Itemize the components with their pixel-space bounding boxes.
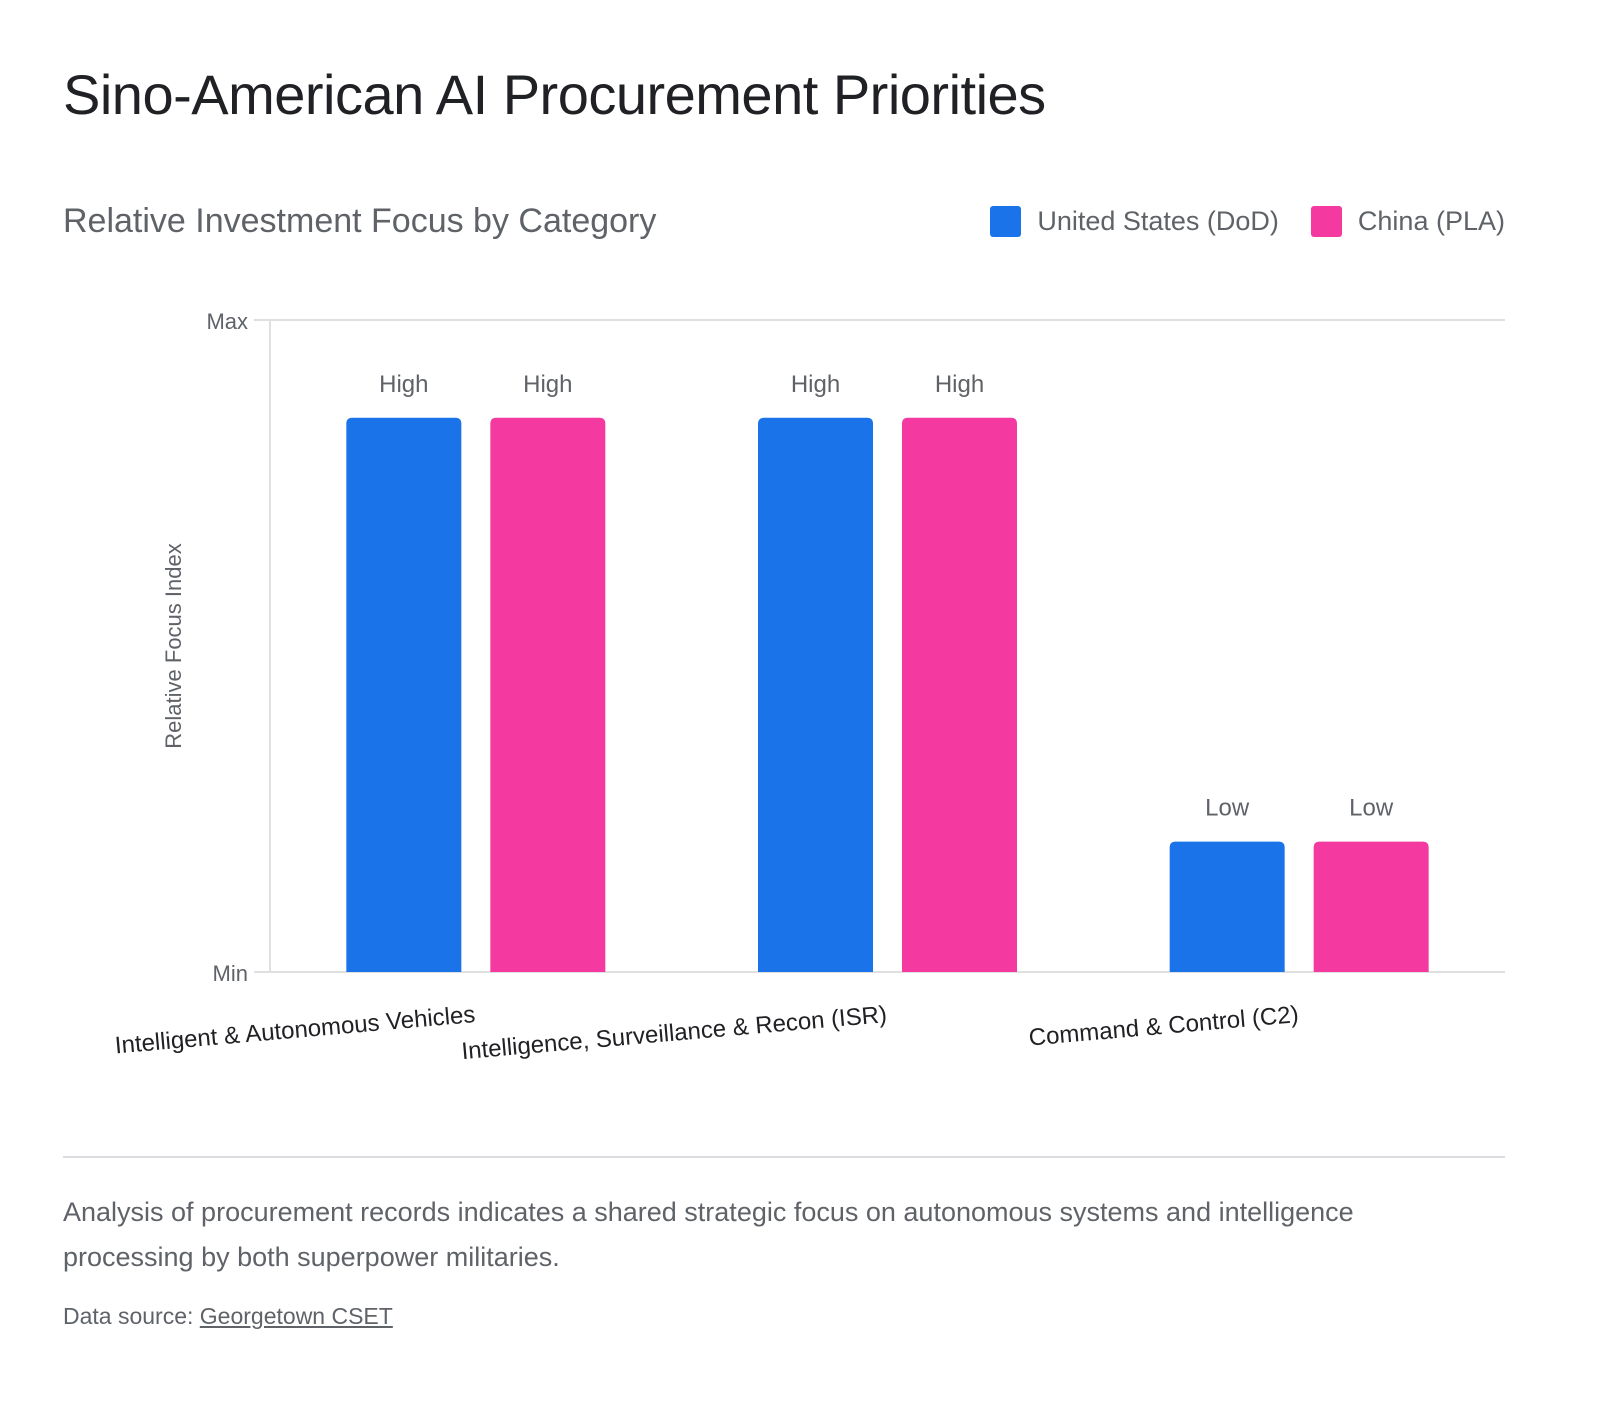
legend: United States (DoD) China (PLA) [990, 206, 1505, 237]
bar-value-label: High [935, 371, 984, 398]
legend-label-us: United States (DoD) [1037, 206, 1279, 236]
legend-item-china: China (PLA) [1310, 206, 1505, 237]
page-title: Sino-American AI Procurement Priorities [63, 63, 1046, 126]
bar-china [902, 417, 1017, 972]
bar-value-label: High [379, 371, 428, 398]
bar-value-label: High [791, 371, 840, 398]
chart-subtitle: Relative Investment Focus by Category [63, 202, 657, 240]
bar-chart: Max Min Relative Focus Index High High Intell… [114, 309, 1505, 1065]
bar-us [346, 417, 462, 972]
y-axis-title: Relative Focus Index [161, 543, 186, 748]
source-link[interactable]: Georgetown CSET [199, 1303, 393, 1329]
bar-china [490, 417, 606, 972]
caption: Analysis of procurement records indicate… [63, 1197, 1354, 1272]
bar-china [1313, 841, 1429, 972]
divider [63, 1156, 1505, 1158]
x-tick-label: Intelligent & Autonomous Vehicles [114, 1001, 477, 1059]
bar-us [1169, 841, 1285, 972]
data-source: Data source: Georgetown CSET [63, 1303, 393, 1330]
legend-swatch-china [1310, 206, 1342, 237]
bar-value-label: Low [1349, 795, 1394, 822]
source-prefix: Data source: [63, 1303, 200, 1329]
y-tick-max: Max [206, 309, 248, 334]
bar-value-label: High [523, 371, 572, 398]
bar-us [758, 417, 873, 972]
x-tick-label: Intelligence, Surveillance & Recon (ISR) [460, 1001, 888, 1065]
legend-swatch-us [990, 206, 1022, 237]
bar-value-label: Low [1205, 795, 1250, 822]
legend-item-us: United States (DoD) [990, 206, 1279, 237]
x-tick-label: Command & Control (C2) [1028, 1001, 1300, 1051]
legend-label-china: China (PLA) [1357, 206, 1505, 236]
y-tick-min: Min [213, 961, 248, 986]
